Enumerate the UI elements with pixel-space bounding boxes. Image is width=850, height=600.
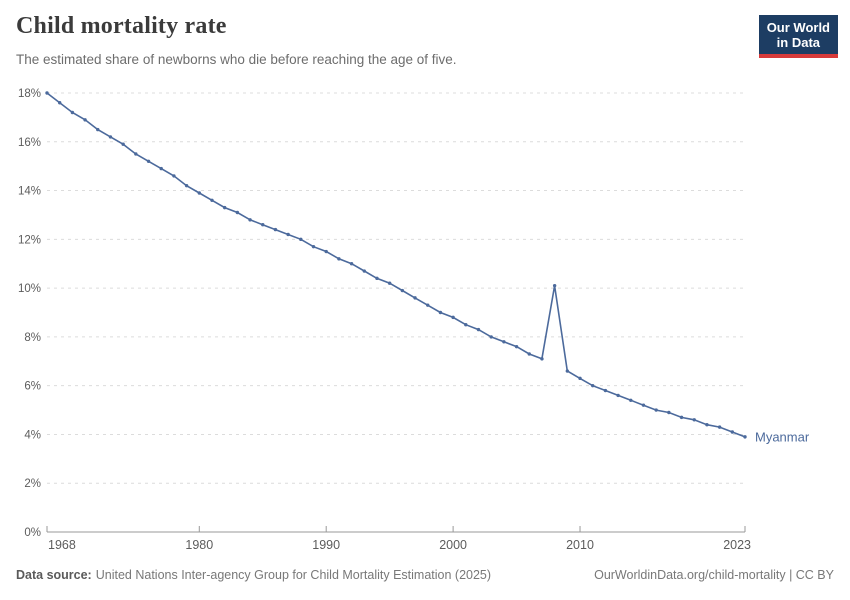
svg-text:2000: 2000	[439, 538, 467, 552]
owid-logo[interactable]: Our World in Data	[758, 15, 838, 58]
owid-logo-line2: in Data	[776, 35, 821, 50]
data-source-text: United Nations Inter-agency Group for Ch…	[95, 568, 492, 582]
y-axis-labels: 0% 2% 4% 6% 8% 10% 12% 14% 16% 18%	[18, 88, 41, 539]
svg-text:18%: 18%	[18, 88, 41, 100]
svg-text:6%: 6%	[24, 381, 41, 393]
svg-text:2%: 2%	[24, 478, 41, 490]
svg-text:1980: 1980	[185, 538, 213, 552]
data-points[interactable]	[45, 91, 747, 439]
svg-text:4%: 4%	[24, 429, 41, 441]
svg-text:0%: 0%	[24, 527, 41, 539]
chart-subtitle: The estimated share of newborns who die …	[16, 52, 457, 67]
svg-text:2023: 2023	[723, 538, 751, 552]
data-source-label: Data source:	[16, 568, 92, 582]
svg-text:8%: 8%	[24, 332, 41, 344]
svg-text:1968: 1968	[48, 538, 76, 552]
page-title: Child mortality rate	[16, 13, 227, 39]
y-gridlines	[47, 92, 745, 484]
svg-text:16%: 16%	[18, 137, 41, 149]
footer-link[interactable]: OurWorldinData.org/child-mortality | CC …	[594, 568, 834, 582]
entity-label[interactable]: Myanmar	[755, 429, 810, 444]
svg-text:1990: 1990	[312, 538, 340, 552]
owid-logo-line1: Our World	[766, 20, 830, 35]
data-source: Data source: United Nations Inter-agency …	[16, 568, 491, 582]
x-axis: 1968 1980 1990 2000 2010 2023	[46, 526, 751, 552]
data-line[interactable]	[46, 92, 746, 438]
svg-text:10%: 10%	[18, 283, 41, 295]
svg-text:2010: 2010	[566, 538, 594, 552]
chart-footer: Data source: United Nations Inter-agency …	[16, 568, 834, 582]
svg-text:12%: 12%	[18, 234, 41, 246]
svg-text:14%: 14%	[18, 186, 41, 198]
